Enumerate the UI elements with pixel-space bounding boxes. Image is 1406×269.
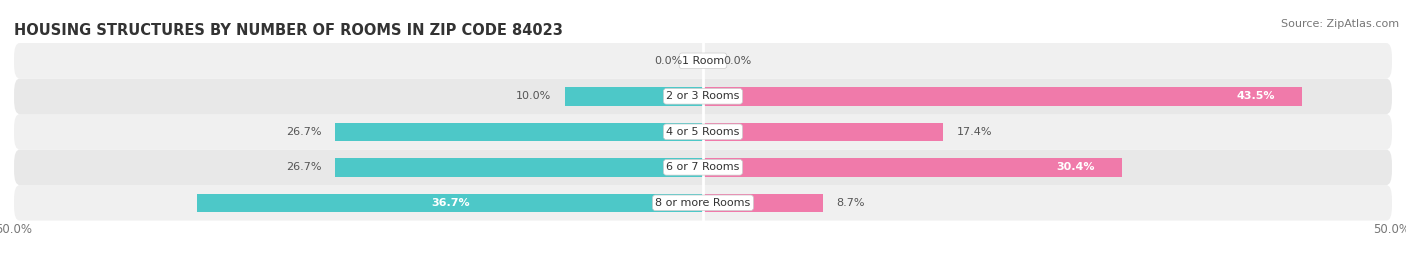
Text: 1 Room: 1 Room — [682, 56, 724, 66]
Text: 6 or 7 Rooms: 6 or 7 Rooms — [666, 162, 740, 172]
Bar — [335, 123, 703, 141]
Text: 0.0%: 0.0% — [724, 56, 752, 66]
Text: Source: ZipAtlas.com: Source: ZipAtlas.com — [1281, 19, 1399, 29]
Bar — [197, 194, 703, 212]
Text: 30.4%: 30.4% — [1056, 162, 1094, 172]
Text: HOUSING STRUCTURES BY NUMBER OF ROOMS IN ZIP CODE 84023: HOUSING STRUCTURES BY NUMBER OF ROOMS IN… — [14, 23, 562, 38]
Text: 26.7%: 26.7% — [285, 162, 322, 172]
Bar — [703, 158, 1122, 176]
Text: 4 or 5 Rooms: 4 or 5 Rooms — [666, 127, 740, 137]
Bar — [703, 87, 1302, 105]
Bar — [335, 158, 703, 176]
Text: 2 or 3 Rooms: 2 or 3 Rooms — [666, 91, 740, 101]
FancyBboxPatch shape — [14, 150, 1392, 185]
Text: 0.0%: 0.0% — [654, 56, 682, 66]
Text: 8 or more Rooms: 8 or more Rooms — [655, 198, 751, 208]
FancyBboxPatch shape — [14, 114, 1392, 150]
Text: 10.0%: 10.0% — [516, 91, 551, 101]
Bar — [703, 123, 943, 141]
FancyBboxPatch shape — [14, 43, 1392, 79]
Text: 43.5%: 43.5% — [1236, 91, 1275, 101]
Text: 8.7%: 8.7% — [837, 198, 865, 208]
Bar — [703, 194, 823, 212]
Text: 36.7%: 36.7% — [430, 198, 470, 208]
Text: 26.7%: 26.7% — [285, 127, 322, 137]
Text: 17.4%: 17.4% — [956, 127, 993, 137]
FancyBboxPatch shape — [14, 79, 1392, 114]
FancyBboxPatch shape — [14, 185, 1392, 221]
Bar — [565, 87, 703, 105]
